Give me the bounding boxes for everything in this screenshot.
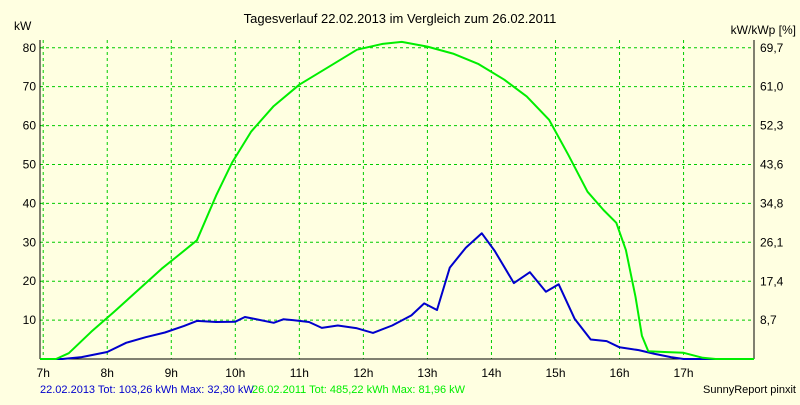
y-tick-label-right: 34,8 (760, 197, 784, 211)
tick-labels: 10 20 30 40 50 60 70 80 8,7 17,4 26,1 34,8 43,6 52,3 6… (23, 41, 784, 380)
y-axis-left-label: kW (14, 19, 32, 33)
y-axis-right-label: kW/kWp [%] (731, 23, 796, 37)
x-tick-label: 15h (545, 366, 565, 380)
y-tick-label-right: 8,7 (760, 313, 777, 327)
y-tick-label-right: 52,3 (760, 118, 784, 132)
series-line-22-02-2013 (40, 232, 754, 360)
y-tick-label-left: 80 (23, 41, 37, 55)
legend-series-2013: 22.02.2013 Tot: 103,26 kWh Max: 32,30 kW (40, 384, 254, 396)
chart-title: Tagesverlauf 22.02.2013 im Vergleich zum… (244, 11, 557, 26)
x-tick-label: 14h (481, 366, 501, 380)
axes (39, 40, 755, 360)
x-tick-label: 10h (225, 366, 245, 380)
x-tick-label: 9h (165, 366, 178, 380)
y-tick-label-right: 26,1 (760, 235, 784, 249)
x-tick-label: 16h (610, 366, 630, 380)
y-tick-label-right: 69,7 (760, 41, 784, 55)
y-tick-label-right: 43,6 (760, 157, 784, 171)
x-tick-label: 12h (353, 366, 373, 380)
y-tick-label-left: 70 (23, 80, 37, 94)
x-tick-label: 13h (417, 366, 437, 380)
y-tick-label-left: 20 (23, 274, 37, 288)
x-tick-label: 17h (674, 366, 694, 380)
x-tick-label: 7h (37, 366, 50, 380)
y-tick-label-left: 10 (23, 313, 37, 327)
y-tick-label-left: 60 (23, 119, 37, 133)
y-tick-label-right: 61,0 (760, 80, 784, 94)
y-tick-label-left: 50 (23, 157, 37, 171)
series-line-26-02-2011 (40, 40, 754, 360)
report-source: SunnyReport pinxit (703, 384, 796, 396)
legend-series-2011: 26.02.2011 Tot: 485,22 kWh Max: 81,96 kW (252, 384, 466, 396)
x-tick-label: 8h (101, 366, 114, 380)
y-tick-label-right: 17,4 (760, 274, 784, 288)
x-tick-label: 11h (290, 366, 309, 380)
y-tick-label-left: 40 (23, 196, 37, 210)
series-lines (40, 40, 754, 360)
y-tick-label-left: 30 (23, 235, 37, 249)
